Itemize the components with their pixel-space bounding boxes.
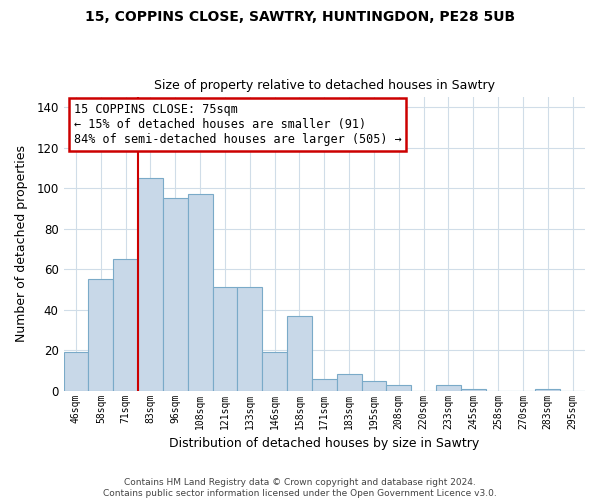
Text: 15 COPPINS CLOSE: 75sqm
← 15% of detached houses are smaller (91)
84% of semi-de: 15 COPPINS CLOSE: 75sqm ← 15% of detache…	[74, 103, 402, 146]
Bar	[287, 316, 312, 390]
Bar	[461, 388, 485, 390]
Y-axis label: Number of detached properties: Number of detached properties	[15, 146, 28, 342]
Bar	[88, 280, 113, 390]
Bar	[436, 384, 461, 390]
Bar	[386, 384, 411, 390]
Bar	[238, 288, 262, 391]
Bar	[64, 352, 88, 391]
Bar	[138, 178, 163, 390]
Bar	[212, 288, 238, 391]
Text: Contains HM Land Registry data © Crown copyright and database right 2024.
Contai: Contains HM Land Registry data © Crown c…	[103, 478, 497, 498]
Bar	[535, 388, 560, 390]
Bar	[113, 259, 138, 390]
Text: 15, COPPINS CLOSE, SAWTRY, HUNTINGDON, PE28 5UB: 15, COPPINS CLOSE, SAWTRY, HUNTINGDON, P…	[85, 10, 515, 24]
Bar	[362, 380, 386, 390]
X-axis label: Distribution of detached houses by size in Sawtry: Distribution of detached houses by size …	[169, 437, 479, 450]
Bar	[163, 198, 188, 390]
Title: Size of property relative to detached houses in Sawtry: Size of property relative to detached ho…	[154, 79, 495, 92]
Bar	[312, 378, 337, 390]
Bar	[337, 374, 362, 390]
Bar	[262, 352, 287, 391]
Bar	[188, 194, 212, 390]
